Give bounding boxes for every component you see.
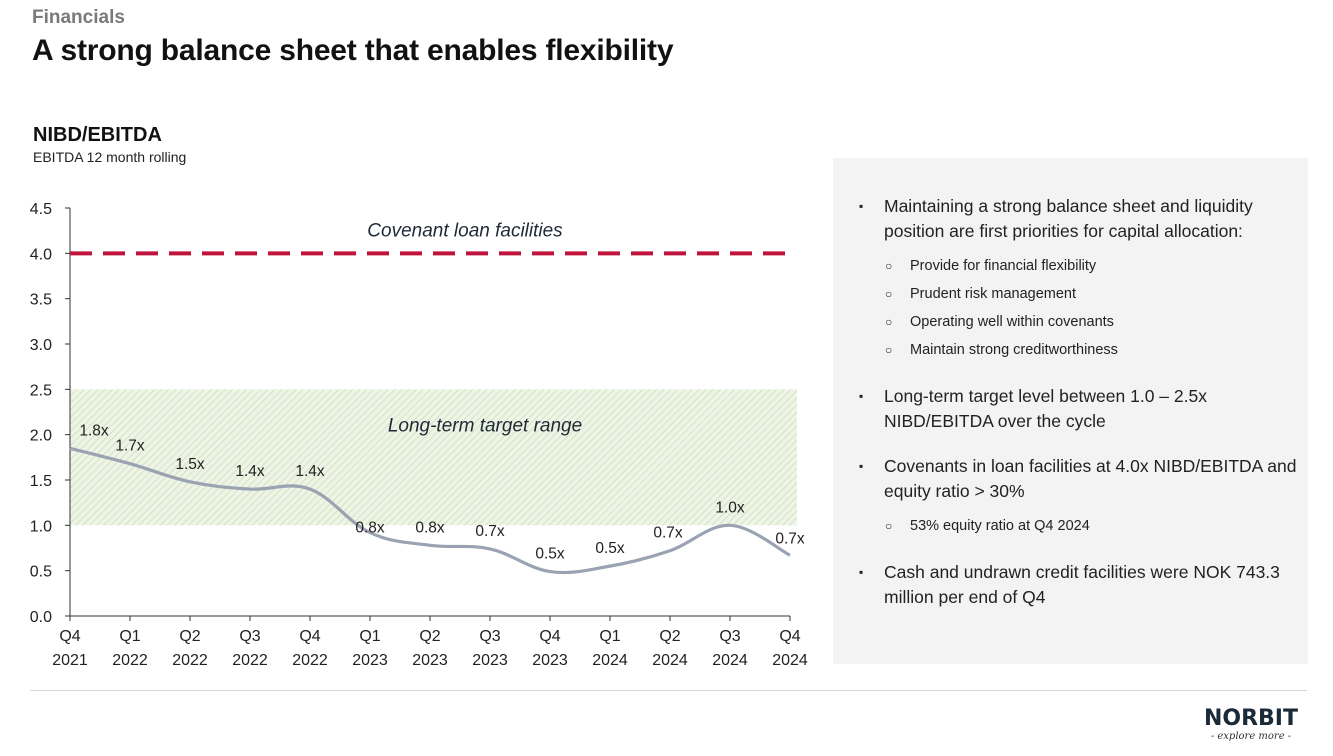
x-tick-year: 2023 [472, 652, 508, 669]
data-label: 1.7x [115, 438, 145, 455]
x-tick-quarter: Q2 [659, 628, 680, 645]
key-points-panel: ▪ Maintaining a strong balance sheet and … [833, 158, 1308, 664]
chart-subtitle: EBITDA 12 month rolling [33, 149, 187, 165]
sub-point: ○ 53% equity ratio at Q4 2024 [833, 512, 1308, 540]
sub-point: ○ Maintain strong creditworthiness [833, 336, 1308, 364]
key-point-text: Maintaining a strong balance sheet and l… [884, 196, 1253, 241]
y-tick-label: 1.5 [30, 473, 52, 490]
sub-point-text: Provide for financial flexibility [910, 258, 1097, 274]
y-tick-label: 2.0 [30, 428, 52, 445]
y-tick-label: 0.0 [30, 609, 52, 626]
x-tick-quarter: Q1 [119, 628, 140, 645]
x-tick-quarter: Q4 [59, 628, 80, 645]
key-point: ▪ Long-term target level between 1.0 – 2.… [833, 384, 1308, 434]
x-tick-quarter: Q1 [599, 628, 620, 645]
key-points-list: ▪ Maintaining a strong balance sheet and … [833, 194, 1308, 610]
y-tick-label: 1.0 [30, 518, 52, 535]
sub-bullet-icon: ○ [885, 519, 893, 533]
data-label: 1.0x [715, 499, 745, 516]
sub-point: ○ Provide for financial flexibility [833, 252, 1308, 280]
x-tick-year: 2024 [772, 652, 808, 669]
bullet-marker-icon: ▪ [859, 199, 864, 213]
x-tick-year: 2024 [652, 652, 688, 669]
data-label: 0.8x [355, 520, 385, 537]
data-label: 1.4x [295, 463, 325, 480]
bullet-marker-icon: ▪ [859, 565, 864, 579]
data-label: 0.5x [535, 546, 565, 563]
x-tick-year: 2024 [592, 652, 628, 669]
sub-point: ○ Prudent risk management [833, 280, 1308, 308]
x-tick-year: 2022 [232, 652, 268, 669]
data-label: 0.7x [653, 525, 683, 542]
data-label: 0.8x [415, 519, 445, 536]
y-tick-label: 3.0 [30, 337, 52, 354]
x-tick-year: 2023 [532, 652, 568, 669]
key-point-text: Covenants in loan facilities at 4.0x NIB… [884, 456, 1297, 501]
x-tick-year: 2021 [52, 652, 88, 669]
data-label: 1.8x [79, 422, 109, 439]
x-tick-year: 2023 [412, 652, 448, 669]
logo-wordmark: NORBIT [1203, 706, 1298, 731]
key-point-text: Cash and undrawn credit facilities were … [884, 562, 1280, 607]
x-tick-quarter: Q4 [539, 628, 560, 645]
covenant-label: Covenant loan facilities [367, 221, 563, 242]
sub-bullet-icon: ○ [885, 343, 893, 357]
target-range-label: Long-term target range [388, 416, 582, 437]
sub-bullet-icon: ○ [885, 315, 893, 329]
nibd-ebitda-chart: Long-term target range 0.0 0.5 1.0 1.5 2.0 2.… [30, 201, 808, 669]
data-label: 0.7x [475, 523, 505, 540]
bullet-marker-icon: ▪ [859, 389, 864, 403]
x-tick-quarter: Q3 [719, 628, 740, 645]
data-label: 0.7x [775, 530, 805, 547]
sub-bullet-icon: ○ [885, 287, 893, 301]
sub-point-text: Operating well within covenants [910, 314, 1114, 330]
sub-point: ○ Operating well within covenants [833, 308, 1308, 336]
page-title: A strong balance sheet that enables flex… [32, 34, 674, 67]
key-point-text: Long-term target level between 1.0 – 2.5… [884, 386, 1207, 431]
bullet-marker-icon: ▪ [859, 459, 864, 473]
x-tick-year: 2022 [112, 652, 148, 669]
x-tick-quarter: Q1 [359, 628, 380, 645]
x-tick-year: 2022 [292, 652, 328, 669]
sub-point-text: Maintain strong creditworthiness [910, 342, 1118, 358]
data-label: 1.4x [235, 463, 265, 480]
y-tick-label: 4.0 [30, 246, 52, 263]
x-tick-quarter: Q4 [299, 628, 320, 645]
data-label: 0.5x [595, 540, 625, 557]
sub-point-text: Prudent risk management [910, 286, 1077, 302]
sub-point-text: 53% equity ratio at Q4 2024 [910, 518, 1090, 534]
x-tick-quarter: Q2 [179, 628, 200, 645]
key-point: ▪ Cash and undrawn credit facilities were… [833, 560, 1308, 610]
y-tick-label: 3.5 [30, 292, 52, 309]
y-tick-label: 0.5 [30, 564, 52, 581]
chart-title: NIBD/EBITDA [33, 124, 162, 146]
footer-divider [30, 690, 1307, 691]
y-tick-label: 4.5 [30, 201, 52, 218]
logo-tagline: - explore more - [1210, 731, 1292, 742]
data-label: 1.5x [175, 456, 205, 473]
key-point: ▪ Maintaining a strong balance sheet and … [833, 194, 1308, 244]
x-tick-quarter: Q3 [239, 628, 260, 645]
key-point: ▪ Covenants in loan facilities at 4.0x NI… [833, 454, 1308, 504]
x-tick-year: 2023 [352, 652, 388, 669]
y-tick-label: 2.5 [30, 382, 52, 399]
section-label: Financials [32, 7, 125, 28]
x-tick-year: 2022 [172, 652, 208, 669]
sub-bullet-icon: ○ [885, 259, 893, 273]
x-tick-quarter: Q4 [779, 628, 800, 645]
x-tick-quarter: Q3 [479, 628, 500, 645]
x-tick-year: 2024 [712, 652, 748, 669]
norbit-logo: NORBIT - explore more - [1200, 708, 1302, 744]
x-tick-quarter: Q2 [419, 628, 440, 645]
target-range-band [70, 389, 797, 526]
